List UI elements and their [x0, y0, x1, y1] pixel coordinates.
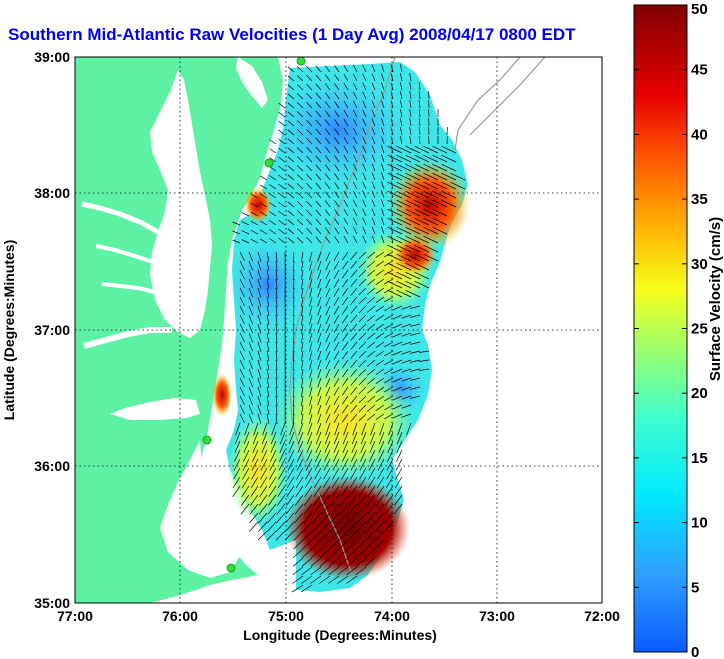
blue-core-north: [268, 75, 408, 185]
colorbar-ticks: 0 5 10 15 20 25 30 35 40 45 50: [634, 1, 708, 659]
colorbar-label: Surface Velocity (cm/s): [707, 217, 724, 381]
colorbar-tick-label: 20: [691, 385, 708, 402]
x-tick-label: 75:00: [268, 608, 304, 624]
colorbar-tick-label: 5: [691, 579, 699, 596]
yellow-band-center: [275, 360, 415, 480]
potomac-river: [81, 201, 160, 235]
colorbar-tick-label: 0: [691, 644, 699, 659]
hot-spot-cape: [212, 373, 232, 417]
hot-spot-delmarva: [244, 187, 272, 223]
colorbar-gradient: [633, 4, 688, 653]
colorbar-tick-label: 25: [691, 321, 708, 338]
colorbar-tick-label: 15: [691, 450, 708, 467]
radar-station-marker[interactable]: [264, 158, 274, 168]
x-axis: 77:00 76:00 75:00 74:00 73:00 72:00 Long…: [57, 608, 620, 643]
figure-title: Southern Mid-Atlantic Raw Velocities (1 …: [8, 25, 576, 44]
albemarle-sound: [110, 398, 200, 420]
rappahannock-river: [95, 244, 154, 264]
radar-stations: [202, 57, 306, 573]
y-axis: 39:00 38:00 37:00 36:00 35:00 Latitude (…: [1, 49, 70, 611]
x-axis-label: Longitude (Degrees:Minutes): [243, 627, 437, 643]
y-tick-label: 38:00: [34, 185, 70, 201]
radar-station-marker[interactable]: [296, 57, 306, 66]
colorbar: 0 5 10 15 20 25 30 35 40 45 50 Surface Velocity (c…: [633, 1, 724, 659]
x-tick-label: 72:00: [584, 608, 620, 624]
x-tick-label: 76:00: [162, 608, 198, 624]
chesapeake-bay: [150, 70, 212, 338]
y-tick-label: 37:00: [34, 322, 70, 338]
colorbar-tick-label: 50: [691, 1, 708, 18]
map-plot-area: [75, 57, 602, 603]
plot-frame: [74, 56, 603, 604]
delaware-bay: [236, 57, 268, 108]
colorbar-tick-label: 40: [691, 126, 708, 143]
y-axis-label: Latitude (Degrees:Minutes): [1, 240, 17, 420]
radar-station-marker[interactable]: [226, 563, 236, 573]
colorbar-tick-label: 10: [691, 515, 708, 532]
x-tick-label: 77:00: [57, 608, 93, 624]
hot-spot-northeast: [390, 160, 470, 250]
hot-spot-east: [393, 235, 437, 275]
bathymetry-contours: [289, 57, 546, 576]
yellow-band-coast: [228, 415, 288, 525]
y-tick-label: 36:00: [34, 458, 70, 474]
colorbar-tick-label: 45: [691, 62, 708, 79]
x-tick-label: 73:00: [479, 608, 515, 624]
colorbar-tick-label: 30: [691, 256, 708, 273]
current-vectors: [232, 64, 466, 593]
map-grid: [75, 57, 602, 603]
york-river: [101, 282, 156, 294]
y-tick-label: 35:00: [34, 595, 70, 611]
vector-arrows: [232, 64, 466, 593]
y-tick-label: 39:00: [34, 49, 70, 65]
colorbar-tick-label: 35: [691, 191, 708, 208]
radar-station-marker[interactable]: [202, 435, 212, 445]
x-tick-label: 74:00: [374, 608, 410, 624]
